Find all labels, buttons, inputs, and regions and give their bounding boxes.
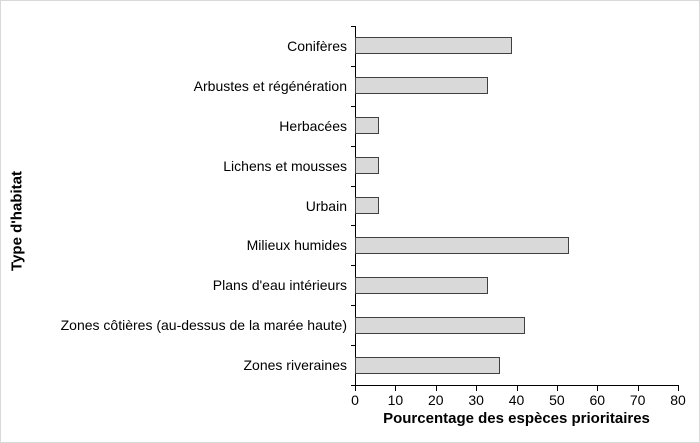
x-axis-tick — [355, 386, 356, 391]
y-axis-tick — [351, 265, 355, 267]
bar — [355, 117, 380, 135]
bar — [355, 157, 380, 175]
category-label: Lichens et mousses — [223, 157, 347, 174]
x-axis-tick-label: 30 — [468, 392, 484, 408]
category-label: Herbacées — [279, 117, 347, 134]
x-axis-tick — [678, 386, 679, 391]
category-label: Zones côtières (au-dessus de la marée ha… — [60, 317, 347, 334]
bar — [355, 316, 525, 334]
bar — [355, 276, 489, 294]
x-axis-tick — [476, 386, 478, 391]
x-axis-tick — [395, 386, 397, 391]
bar — [355, 77, 489, 95]
bar — [355, 356, 501, 374]
x-axis-tick — [597, 386, 599, 391]
x-axis-tick — [556, 386, 558, 391]
y-axis-tick — [351, 345, 355, 347]
y-axis-tick — [351, 145, 355, 147]
x-axis-tick-label: 50 — [549, 392, 565, 408]
bar — [355, 37, 513, 55]
x-axis-tick — [435, 386, 437, 391]
category-label: Plans d'eau intérieurs — [212, 277, 347, 294]
category-label: Conifères — [287, 37, 347, 54]
y-axis-tick — [351, 105, 355, 107]
y-axis-tick — [351, 65, 355, 67]
x-axis-tick — [516, 386, 518, 391]
x-axis-tick-label: 10 — [387, 392, 404, 408]
x-axis-tick — [637, 386, 639, 391]
x-axis-tick-label: 70 — [629, 392, 646, 408]
y-axis-tick — [351, 185, 355, 187]
category-label: Milieux humides — [246, 237, 347, 254]
x-axis-title: Pourcentage des espèces prioritaires — [383, 410, 650, 427]
x-axis-tick-label: 20 — [427, 392, 444, 408]
y-axis-tick — [351, 225, 355, 227]
x-axis-tick-label: 40 — [508, 392, 525, 408]
y-axis-title: Type d'habitat — [8, 171, 26, 271]
category-label: Arbustes et régénération — [193, 77, 347, 94]
y-axis-tick — [351, 305, 355, 307]
x-axis-tick-label: 60 — [589, 392, 606, 408]
category-label: Urbain — [305, 197, 347, 214]
bar — [355, 197, 380, 214]
y-axis-tick — [351, 26, 355, 27]
category-label: Zones riveraines — [243, 357, 348, 374]
y-axis-tick — [351, 385, 355, 386]
bar — [355, 236, 569, 254]
x-axis-tick-label: 80 — [670, 392, 686, 408]
x-axis-tick-label: 0 — [351, 392, 359, 408]
